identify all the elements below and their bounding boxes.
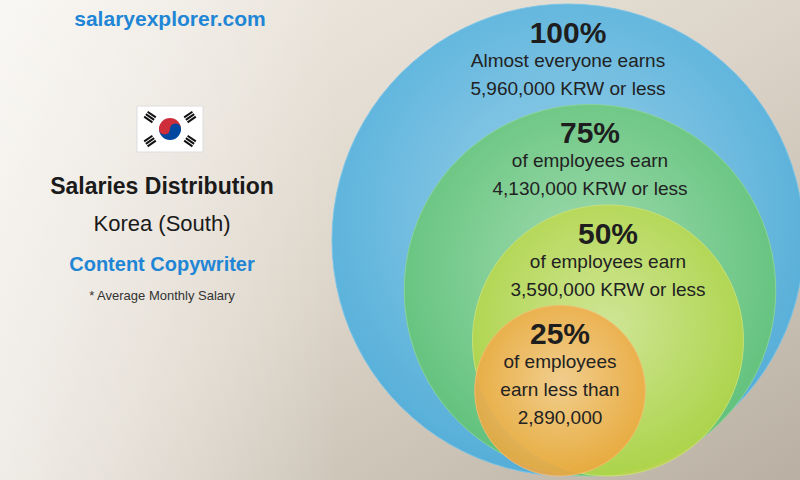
svg-text:Almost everyone earns: Almost everyone earns (471, 50, 665, 71)
svg-text:of employees earn: of employees earn (530, 251, 686, 272)
svg-text:100%: 100% (530, 16, 607, 49)
svg-text:50%: 50% (578, 217, 638, 250)
svg-text:2,890,000: 2,890,000 (518, 407, 603, 428)
svg-text:Salaries Distribution: Salaries Distribution (50, 173, 274, 199)
svg-text:of employees: of employees (503, 351, 616, 372)
svg-text:of employees earn: of employees earn (512, 150, 668, 171)
svg-text:* Average Monthly Salary: * Average Monthly Salary (89, 288, 235, 303)
svg-text:75%: 75% (560, 116, 620, 149)
svg-text:25%: 25% (530, 317, 590, 350)
svg-text:4,130,000 KRW or less: 4,130,000 KRW or less (492, 178, 687, 199)
svg-text:3,590,000 KRW or less: 3,590,000 KRW or less (510, 279, 705, 300)
svg-text:Content Copywriter: Content Copywriter (69, 253, 255, 275)
svg-text:Korea (South): Korea (South) (94, 211, 231, 236)
svg-text:5,960,000 KRW or less: 5,960,000 KRW or less (470, 78, 665, 99)
svg-text:earn less than: earn less than (500, 379, 619, 400)
svg-text:salaryexplorer.com: salaryexplorer.com (74, 7, 265, 30)
